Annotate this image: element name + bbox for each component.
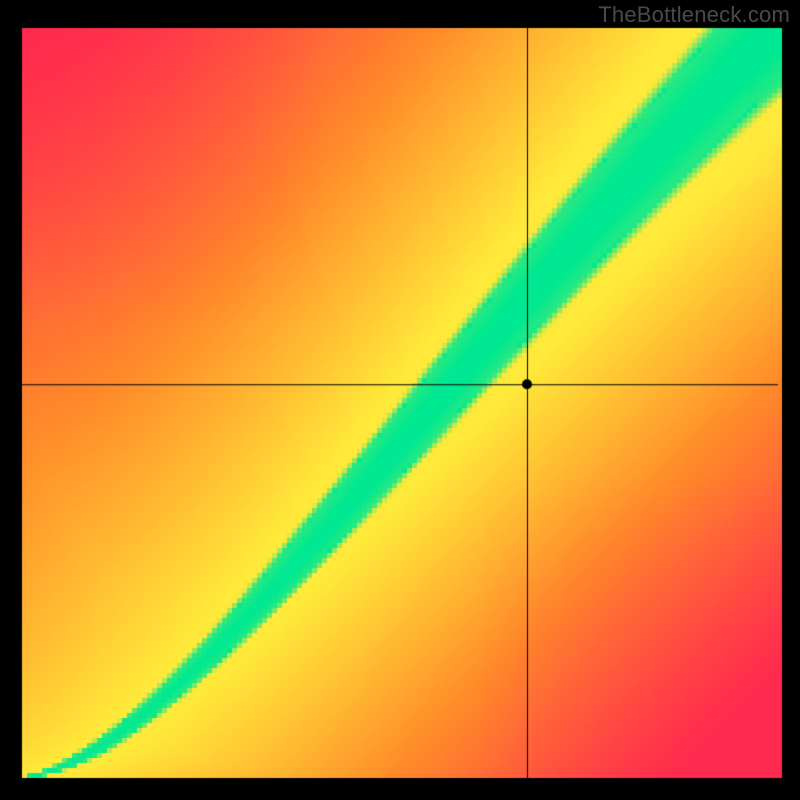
watermark-text: TheBottleneck.com: [598, 2, 790, 28]
heatmap-canvas: [0, 0, 800, 800]
chart-container: TheBottleneck.com: [0, 0, 800, 800]
